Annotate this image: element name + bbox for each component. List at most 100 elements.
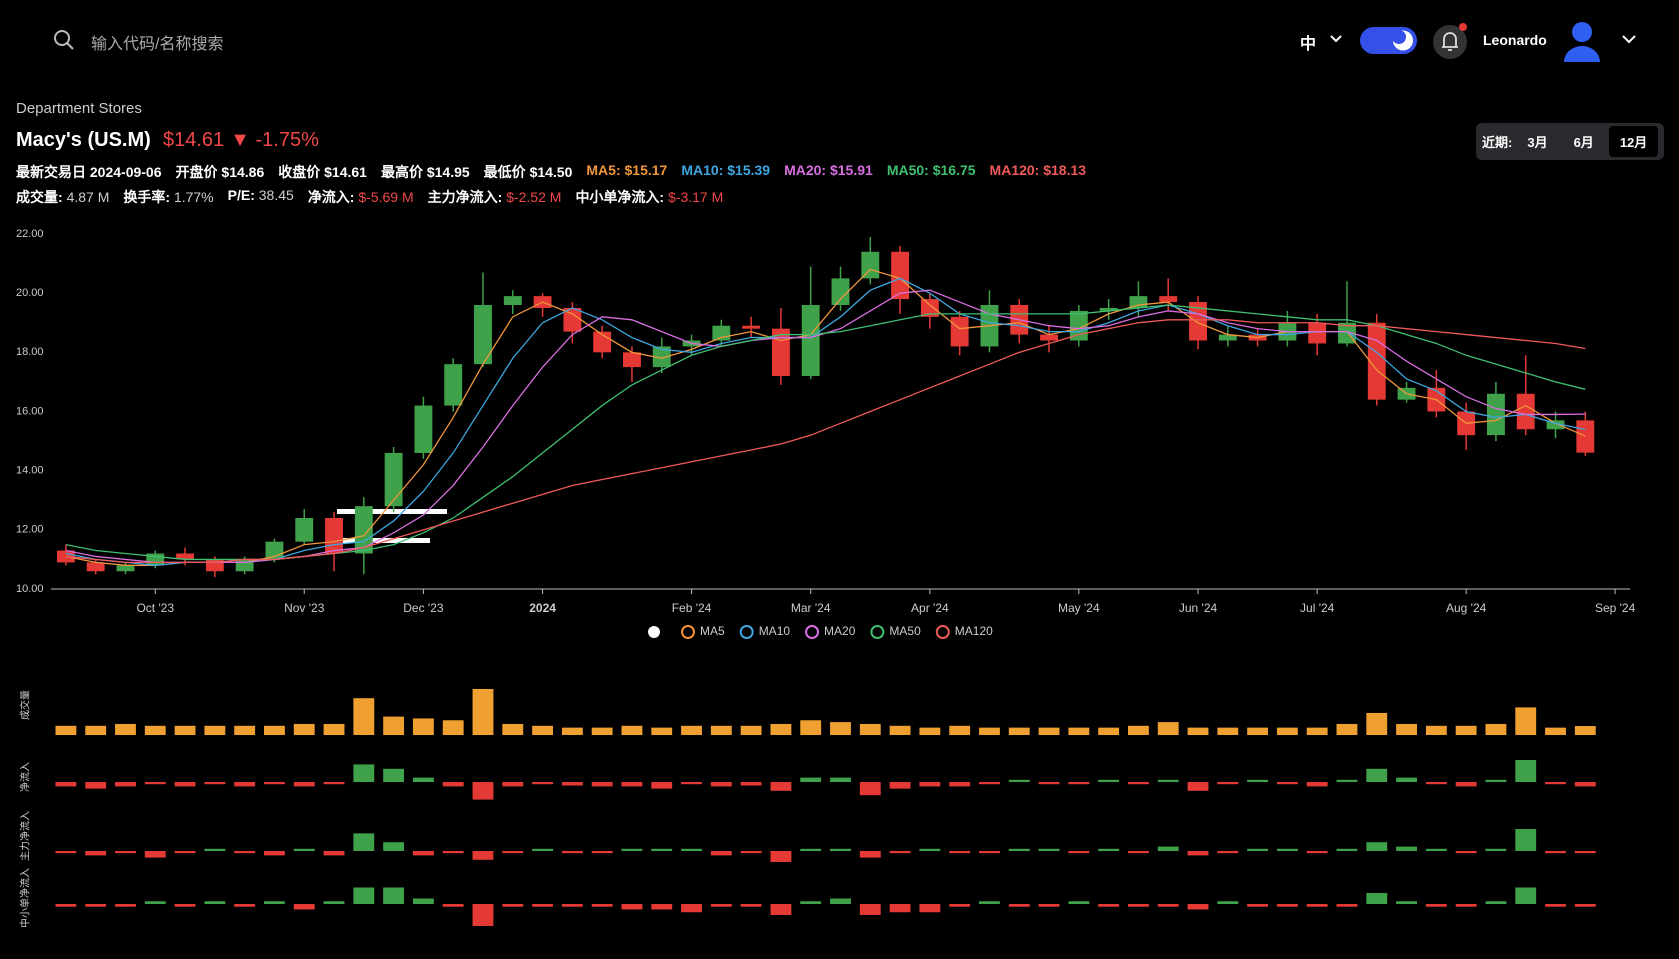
legend-label[interactable]: MA20 [824,624,856,638]
x-tick-label: 2024 [529,601,556,615]
stat-label: 最高价 [380,164,423,180]
flow-bar [859,782,881,796]
flow-bar [1098,904,1120,907]
candle-body [712,325,731,341]
stat-label: MA20: [784,162,827,178]
stat-value: $15.17 [624,162,668,178]
flow-bar [1515,887,1537,904]
flow-bar [740,904,762,907]
range-label: 近期: [1482,135,1513,150]
flow-bar [1276,782,1298,785]
overlay-bar [330,538,430,543]
flow-bar [1545,782,1566,785]
flow-bar [85,782,107,789]
volume-bar [1515,707,1537,735]
flow-bar [472,904,494,926]
search-input[interactable]: 输入代码/名称搜索 [91,36,224,53]
stat-label: MA50: [886,162,929,178]
flow-bar [1336,779,1358,782]
flow-bar [1306,782,1328,787]
volume-bar [442,720,464,735]
x-tick-label: Nov '23 [284,601,325,615]
flow-bar [383,887,405,904]
candle-body [1308,322,1327,344]
search-icon[interactable] [52,28,76,52]
y-tick-label: 18.00 [16,346,44,358]
stat-label: 净流入: [307,189,355,205]
flow-bar [234,782,256,787]
volume-bar [1098,727,1120,735]
candle-body [652,346,671,368]
volume-bar [264,725,285,735]
x-tick-label: Dec '23 [403,601,444,615]
range-option[interactable]: 12月 [1608,126,1659,157]
legend-marker[interactable] [739,625,754,639]
flow-bar [502,904,524,907]
legend-label[interactable]: MA5 [700,624,725,638]
volume-bar [1485,723,1507,735]
language[interactable]: 中 [1300,36,1317,53]
stat-value: $14.50 [529,164,573,180]
flow-bar [770,782,792,791]
language-chevron[interactable] [1330,34,1342,44]
volume-bar [502,723,524,735]
legend-label[interactable]: MA50 [889,624,921,638]
candle-body [384,452,403,507]
flow-bar [979,782,1000,785]
flow-bar [412,777,434,782]
flow-bar [621,848,643,851]
avatar[interactable] [1562,20,1602,62]
flow-bar [1276,848,1298,851]
flow-bar [1068,851,1090,854]
flow-bar [830,848,851,851]
volume-bar [710,725,732,735]
flow-bar [681,848,702,851]
volume-bar [1068,727,1090,735]
legend-label[interactable]: MA120 [955,624,993,638]
legend-label[interactable]: MA10 [759,624,791,638]
range-option[interactable]: 6月 [1573,135,1594,150]
flow-bar [293,904,315,910]
x-tick-label: May '24 [1058,601,1100,615]
notifications[interactable] [1432,22,1470,60]
volume-bar [204,725,226,735]
legend-marker[interactable] [805,625,820,639]
flow-bar [1455,851,1477,854]
stat: 净流入: $-5.69 M [308,187,414,207]
volume-bar [1366,712,1388,735]
theme-toggle[interactable] [1360,27,1417,54]
flow-bar [234,904,256,907]
candle-body [563,307,582,332]
volume-bar [323,723,345,735]
legend-marker[interactable] [870,625,885,639]
flow-bar [1545,904,1566,907]
user-name[interactable]: Leonardo [1483,32,1547,48]
stat-label: 中小单净流入: [575,189,665,205]
flow-bar [740,782,762,786]
flow-bar [293,848,315,851]
stat: 收盘价 $14.61 [278,162,367,182]
flow-bar [412,898,434,904]
legend-marker[interactable] [681,625,695,639]
flow-bar [1217,901,1239,904]
flow-bar [979,901,1000,904]
candle-body [354,506,373,554]
flow-bar [1187,904,1209,910]
volume-bar [1425,725,1447,735]
range-option[interactable]: 3月 [1527,135,1548,150]
flow-bar [621,904,643,910]
stat: MA5: $15.17 [586,162,667,182]
candle-body [1040,334,1058,341]
flow-bar [1574,851,1596,854]
y-tick-label: 10.00 [16,583,44,595]
user-chevron[interactable] [1622,34,1636,44]
flow-bar [472,851,494,860]
stat: MA10: $15.39 [681,162,770,182]
flow-bar [115,851,136,854]
flow-bar [1485,848,1507,851]
flow-bar [55,782,77,787]
flow-bar [830,777,851,782]
legend-marker[interactable] [935,625,950,639]
ma-line [65,289,1586,564]
